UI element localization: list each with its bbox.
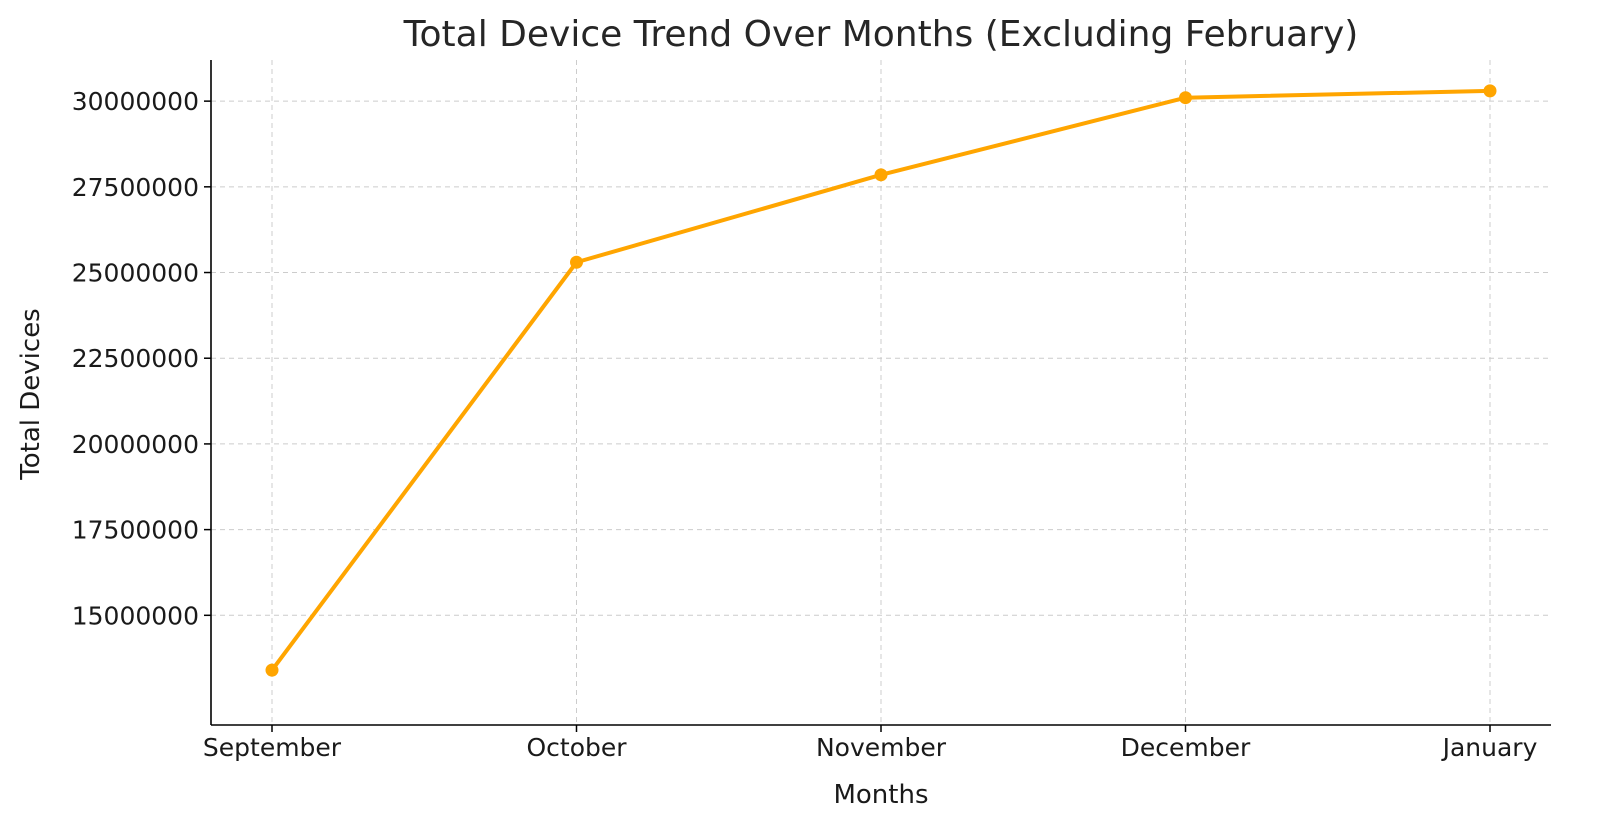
x-tick-label: September xyxy=(203,733,342,762)
data-point xyxy=(874,168,888,182)
chart-title: Total Device Trend Over Months (Excludin… xyxy=(403,14,1359,55)
y-tick-labels: 15000000 17500000 20000000 22500000 25000000… xyxy=(72,87,199,630)
data-series xyxy=(265,84,1497,677)
y-tick-label: 17500000 xyxy=(72,516,199,545)
y-tick-label: 30000000 xyxy=(72,87,199,116)
data-point xyxy=(570,255,583,269)
data-point xyxy=(1483,84,1497,98)
x-tick-labels: September October November December January xyxy=(203,733,1538,762)
x-tick-label: January xyxy=(1441,733,1538,762)
y-tick-label: 25000000 xyxy=(72,259,199,288)
y-tick-label: 22500000 xyxy=(72,344,199,373)
y-tick-label: 15000000 xyxy=(72,601,199,630)
x-tick-label: November xyxy=(816,733,947,762)
y-tick-label: 27500000 xyxy=(72,173,199,202)
grid-lines xyxy=(211,60,1551,725)
data-point xyxy=(265,663,279,677)
x-tick-label: December xyxy=(1121,733,1251,762)
y-axis-label: Total Devices xyxy=(16,308,46,480)
axes xyxy=(204,60,1551,732)
y-tick-label: 20000000 xyxy=(72,430,199,459)
data-point xyxy=(1179,91,1192,105)
x-tick-label: October xyxy=(526,733,627,762)
x-axis-label: Months xyxy=(833,780,928,810)
